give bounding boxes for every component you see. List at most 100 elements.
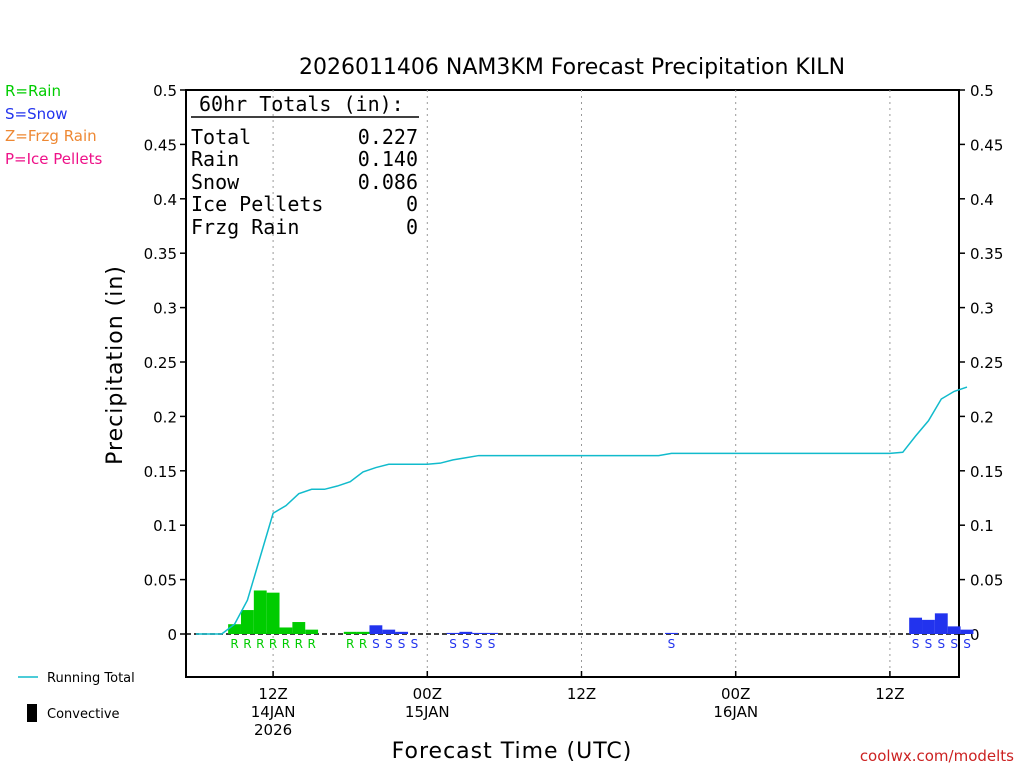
precip-type-label: S xyxy=(449,637,457,651)
totals-snow-label: Snow xyxy=(191,170,240,194)
precip-bar xyxy=(960,629,974,634)
precip-type-label: R xyxy=(282,637,290,651)
y-tick-label-right: 0.05 xyxy=(970,572,1003,590)
precip-bars xyxy=(228,590,974,634)
series-legend: Running Total Convective xyxy=(18,671,135,722)
precip-bar xyxy=(228,624,241,634)
y-tick-label-right: 0.25 xyxy=(970,354,1003,372)
x-tick-label: 2026 xyxy=(254,721,292,739)
y-tick-label-right: 0.4 xyxy=(970,191,994,209)
precip-bar xyxy=(485,632,498,634)
precip-bar xyxy=(253,590,267,634)
x-tick-label: 12Z xyxy=(875,685,904,703)
running-total-line xyxy=(196,386,968,635)
precip-type-label: S xyxy=(411,637,419,651)
y-tick-label-left: 0.35 xyxy=(144,245,177,263)
y-tick-label-left: 0.3 xyxy=(153,300,177,318)
precip-type-label: S xyxy=(937,637,945,651)
convective-legend-label: Convective xyxy=(47,707,120,722)
precip-bar xyxy=(922,619,935,634)
precip-bar xyxy=(292,622,306,634)
totals-total-label: Total xyxy=(191,125,251,149)
precip-type-label: S xyxy=(462,637,470,651)
x-tick-label: 15JAN xyxy=(405,703,450,721)
totals-snow-value: 0.086 xyxy=(358,170,418,194)
precip-type-label: R xyxy=(256,637,264,651)
precip-bar xyxy=(947,626,961,634)
precip-bar xyxy=(459,631,473,634)
legend-snow: S=Snow xyxy=(5,105,68,123)
totals-total-value: 0.227 xyxy=(358,125,418,149)
totals-frzg-label: Frzg Rain xyxy=(191,215,299,239)
totals-header: 60hr Totals (in): xyxy=(199,92,404,116)
precip-type-label: S xyxy=(398,637,406,651)
precip-type-label: S xyxy=(668,637,676,651)
precip-bar xyxy=(909,617,923,634)
y-tick-label-left: 0.1 xyxy=(153,517,177,535)
precip-type-label: S xyxy=(385,637,393,651)
chart-title: 2026011406 NAM3KM Forecast Precipitation… xyxy=(299,55,845,80)
y-tick-label-left: 0.2 xyxy=(153,408,177,426)
y-tick-label-left: 0.45 xyxy=(144,136,177,154)
precip-type-label: R xyxy=(307,637,315,651)
y-axis-ticks: 0 00.05 0.050.1 0.10.15 0.150.2 0.20.25 0.250.… xyxy=(144,82,1004,644)
legend-rain: R=Rain xyxy=(5,82,61,100)
y-tick-label-right: 0.35 xyxy=(970,245,1003,263)
plot-frame xyxy=(185,89,960,678)
y-tick-label-right: 0.15 xyxy=(970,463,1003,481)
x-tick-label: 12Z xyxy=(258,685,287,703)
precip-type-label: S xyxy=(372,637,380,651)
precip-bar xyxy=(266,592,280,634)
y-tick-label-left: 0.15 xyxy=(144,463,177,481)
precip-bar xyxy=(934,613,948,634)
precip-bar xyxy=(279,627,293,634)
x-tick-label: 00Z xyxy=(721,685,750,703)
totals-ice-value: 0 xyxy=(406,192,418,216)
x-axis-title: Forecast Time (UTC) xyxy=(392,739,633,764)
convective-swatch xyxy=(27,704,37,722)
precip-type-label: R xyxy=(346,637,354,651)
x-tick-label: 14JAN xyxy=(251,703,296,721)
precip-type-label: R xyxy=(243,637,251,651)
precip-type-label: S xyxy=(912,637,920,651)
precip-type-label: S xyxy=(950,637,958,651)
totals-rain-value: 0.140 xyxy=(358,147,418,171)
precip-type-label: S xyxy=(963,637,971,651)
precip-bar xyxy=(356,631,370,634)
precip-type-label: S xyxy=(925,637,933,651)
y-tick-label-right: 0 xyxy=(970,626,980,644)
y-tick-label-left: 0 xyxy=(167,626,177,644)
totals-box: 60hr Totals (in): Total 0.227 Rain 0.140… xyxy=(191,92,419,239)
x-tick-label: 00Z xyxy=(413,685,442,703)
y-axis-title: Precipitation (in) xyxy=(103,265,128,465)
precip-bar xyxy=(665,632,678,634)
precip-bar xyxy=(369,625,383,634)
x-tick-label: 16JAN xyxy=(713,703,758,721)
precip-bar xyxy=(240,610,254,634)
precip-type-label: R xyxy=(230,637,238,651)
y-tick-label-right: 0.1 xyxy=(970,517,994,535)
precip-bar xyxy=(343,631,357,634)
precip-type-label: R xyxy=(359,637,367,651)
precip-bar xyxy=(472,632,486,634)
y-tick-label-right: 0.3 xyxy=(970,300,994,318)
precip-bar xyxy=(395,631,409,634)
legend-ice-pellets: P=Ice Pellets xyxy=(5,150,102,168)
precip-bar xyxy=(446,632,460,634)
running-total-legend-label: Running Total xyxy=(47,671,135,686)
totals-rain-label: Rain xyxy=(191,147,239,171)
precip-type-legend: R=Rain S=Snow Z=Frzg Rain P=Ice Pellets xyxy=(5,82,102,168)
legend-frzg-rain: Z=Frzg Rain xyxy=(5,127,97,145)
precip-type-label: S xyxy=(475,637,483,651)
totals-ice-label: Ice Pellets xyxy=(191,192,323,216)
y-tick-label-right: 0.2 xyxy=(970,408,994,426)
vertical-grid xyxy=(272,90,891,677)
precip-bar xyxy=(382,629,396,634)
credit-text: coolwx.com/modelts xyxy=(860,747,1014,765)
y-tick-label-left: 0.25 xyxy=(144,354,177,372)
precip-type-label: R xyxy=(269,637,277,651)
totals-frzg-value: 0 xyxy=(406,215,418,239)
